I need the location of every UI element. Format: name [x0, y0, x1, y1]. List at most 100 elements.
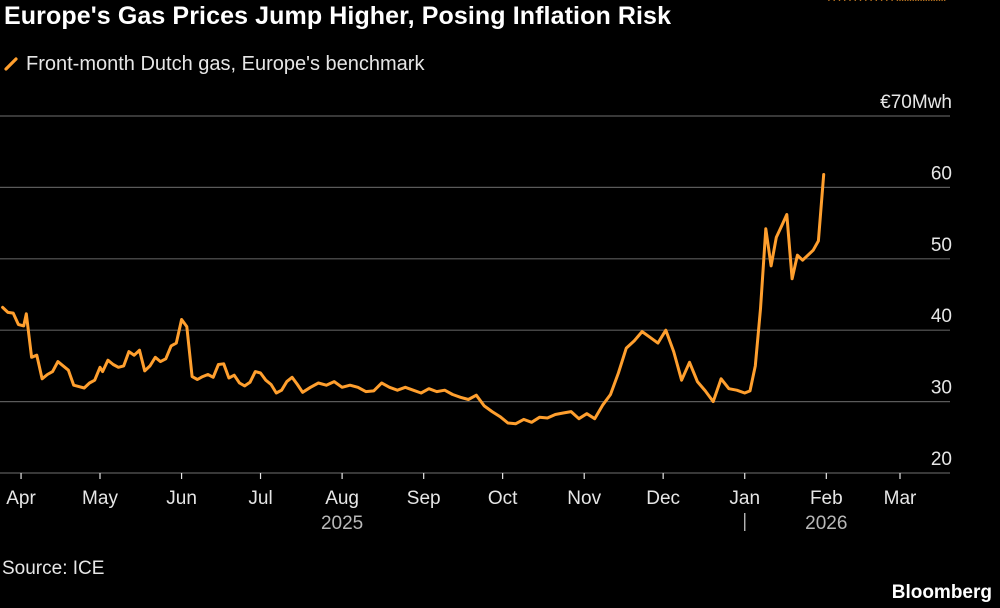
data-point — [149, 365, 151, 367]
data-point — [917, 0, 920, 1]
data-point — [333, 380, 336, 383]
data-point — [586, 412, 588, 415]
data-point — [538, 416, 541, 419]
data-point — [412, 389, 415, 392]
x-tick-label-oct: Oct — [488, 488, 518, 509]
data-point — [46, 373, 49, 376]
x-tick-label-feb: Feb — [810, 488, 843, 509]
data-point — [933, 0, 935, 1]
data-point — [938, 0, 941, 1]
data-point — [112, 363, 114, 366]
data-point — [436, 390, 438, 393]
data-point — [633, 340, 635, 342]
data-point — [275, 392, 278, 394]
data-point — [280, 389, 283, 392]
y-tick-label-40: 40 — [931, 306, 952, 327]
data-point — [515, 422, 517, 425]
data-point — [25, 313, 28, 315]
data-point — [609, 393, 612, 396]
data-point — [483, 405, 486, 407]
data-point — [459, 396, 462, 399]
data-point — [875, 0, 878, 1]
data-point — [72, 384, 75, 387]
data-point — [301, 391, 304, 394]
data-point — [870, 0, 872, 1]
x-tick-label-jan: Jan — [729, 488, 760, 509]
data-point — [765, 228, 767, 230]
data-point — [451, 393, 454, 396]
data-point — [420, 392, 422, 394]
data-point — [296, 383, 299, 386]
data-point — [17, 323, 20, 326]
data-point — [138, 349, 141, 352]
data-point — [649, 336, 651, 339]
data-point — [688, 361, 691, 364]
data-point — [41, 378, 43, 380]
data-point — [822, 173, 825, 176]
data-point — [143, 370, 146, 372]
data-point — [265, 379, 267, 382]
data-point — [117, 366, 120, 369]
data-point — [891, 0, 893, 1]
chart-title: Europe's Gas Prices Jump Higher, Posing … — [4, 2, 672, 30]
data-point — [770, 265, 772, 267]
data-point — [201, 375, 204, 378]
data-point — [801, 259, 804, 262]
data-point — [233, 374, 235, 377]
data-point — [380, 382, 383, 384]
data-point — [101, 370, 104, 373]
data-point — [925, 0, 928, 1]
data-point — [36, 354, 38, 357]
data-point — [936, 0, 938, 1]
x-tick-label-sep: Sep — [407, 488, 441, 509]
data-point — [672, 350, 675, 353]
data-point — [357, 386, 359, 389]
data-point — [791, 278, 793, 280]
data-point — [404, 386, 407, 389]
x-tick-label-aug: Aug — [325, 488, 359, 509]
data-point — [780, 225, 783, 227]
data-point — [796, 254, 799, 256]
data-point — [467, 398, 470, 401]
data-point — [154, 356, 157, 359]
data-point — [578, 417, 580, 420]
data-point — [593, 417, 596, 420]
data-point — [728, 387, 730, 390]
data-point — [57, 360, 59, 363]
x-tick-label-apr: Apr — [6, 488, 36, 509]
data-point — [30, 356, 33, 359]
data-point — [365, 390, 367, 393]
x-tick-label-nov: Nov — [567, 488, 601, 509]
data-point — [212, 376, 214, 379]
data-point — [207, 373, 209, 376]
legend-label: Front-month Dutch gas, Europe's benchmar… — [26, 52, 425, 75]
data-point — [696, 380, 699, 383]
legend-line-icon — [4, 57, 18, 71]
data-point — [899, 0, 901, 1]
data-point — [859, 0, 862, 1]
data-point — [833, 0, 835, 1]
data-point — [217, 363, 220, 366]
data-point — [259, 372, 262, 374]
data-point — [291, 376, 293, 379]
data-point — [349, 384, 351, 387]
data-point — [562, 412, 564, 414]
y-tick-label-20: 20 — [931, 449, 952, 470]
year-label-2025: 2025 — [321, 513, 363, 534]
chart-legend: Front-month Dutch gas, Europe's benchmar… — [4, 50, 424, 78]
x-tick-label-jun: Jun — [166, 488, 197, 509]
data-point — [854, 0, 857, 1]
y-tick-label-60: 60 — [931, 163, 952, 184]
data-point — [1, 306, 4, 309]
data-point — [817, 240, 820, 242]
data-point — [491, 410, 493, 413]
data-point — [133, 354, 135, 357]
data-point — [196, 378, 199, 381]
data-point — [88, 382, 91, 384]
data-point — [928, 0, 930, 1]
data-point — [507, 422, 509, 424]
data-point — [680, 379, 683, 382]
data-point — [180, 318, 183, 321]
data-point — [249, 381, 251, 384]
data-point — [754, 365, 757, 367]
